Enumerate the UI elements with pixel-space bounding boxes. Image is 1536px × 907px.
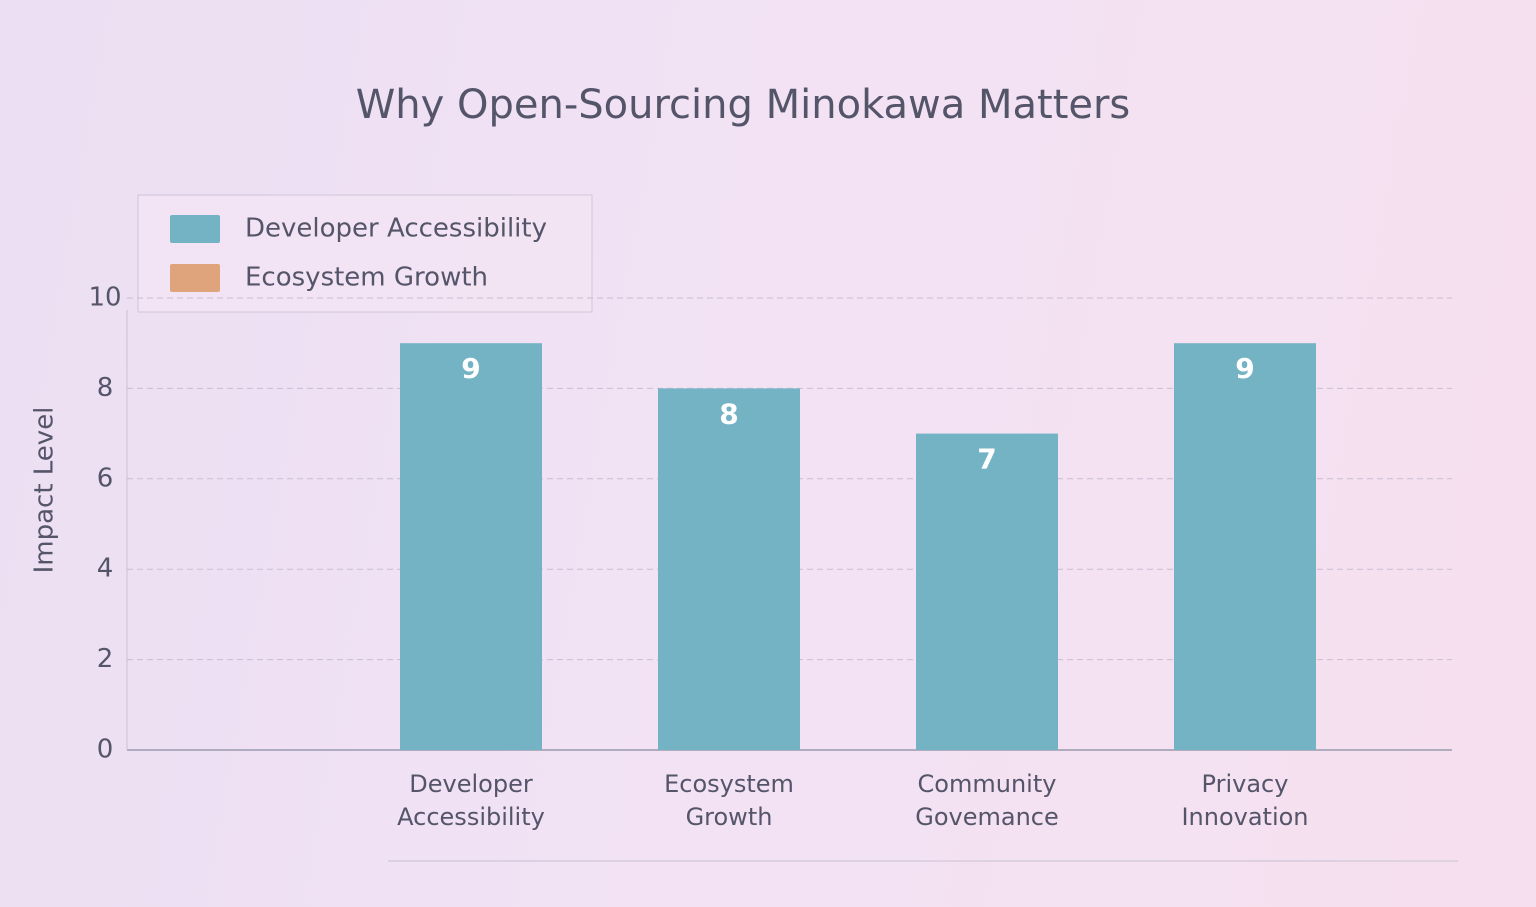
legend-label: Ecosystem Growth [245,263,488,293]
bar [916,433,1058,750]
x-tick-label: Community Govemance [915,770,1059,831]
legend-box [137,194,593,313]
chart-title: Why Open-Sourcing Minokawa Matters [356,82,1131,128]
legend-label: Developer Accessibility [245,214,547,244]
x-tick-label: Privacy Innovation [1181,770,1309,831]
bar [400,343,542,750]
legend-swatch [170,264,220,292]
x-tick-label: Developer Accessibility [397,770,545,831]
y-axis-label: Impact Level [30,407,60,574]
y-tick-label: 0 [97,735,114,765]
bar [658,388,800,750]
data-label: 8 [719,397,738,430]
legend-swatch [170,215,220,243]
data-label: 9 [461,352,480,385]
bar [1174,343,1316,750]
y-tick-label: 4 [97,554,114,584]
x-tick-label: Ecosystem Growth [664,770,794,831]
data-label: 7 [977,443,996,476]
data-label: 9 [1235,352,1254,385]
y-tick-label: 2 [97,644,114,674]
y-tick-label: 10 [88,283,121,313]
y-tick-label: 8 [97,373,114,403]
y-tick-label: 6 [97,463,114,493]
